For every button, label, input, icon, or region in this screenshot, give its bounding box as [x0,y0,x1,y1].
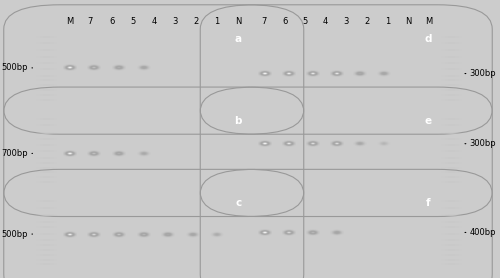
Text: M: M [424,17,432,26]
Text: 5: 5 [302,17,308,26]
Text: d: d [424,34,432,44]
Text: b: b [234,116,242,126]
Text: 500bp: 500bp [2,63,29,72]
Text: c: c [235,198,241,208]
Text: 400bp: 400bp [470,228,496,237]
Text: 1: 1 [384,17,390,26]
Text: e: e [425,116,432,126]
Text: 300bp: 300bp [470,139,496,148]
Text: 2: 2 [194,17,198,26]
Text: f: f [426,198,430,208]
Text: 4: 4 [151,17,156,26]
Text: 3: 3 [344,17,349,26]
Text: 300bp: 300bp [470,69,496,78]
Text: M: M [66,17,73,26]
Text: 6: 6 [109,17,114,26]
Text: 1: 1 [214,17,220,26]
Text: 700bp: 700bp [2,149,29,158]
Text: 5: 5 [130,17,136,26]
Text: N: N [235,17,242,26]
Text: 2: 2 [364,17,370,26]
Text: 4: 4 [323,17,328,26]
Text: 3: 3 [172,17,178,26]
Text: a: a [234,34,242,44]
Text: 6: 6 [282,17,288,26]
Text: N: N [404,17,411,26]
Text: 7: 7 [88,17,93,26]
Text: 7: 7 [262,17,267,26]
Text: 500bp: 500bp [2,230,29,239]
